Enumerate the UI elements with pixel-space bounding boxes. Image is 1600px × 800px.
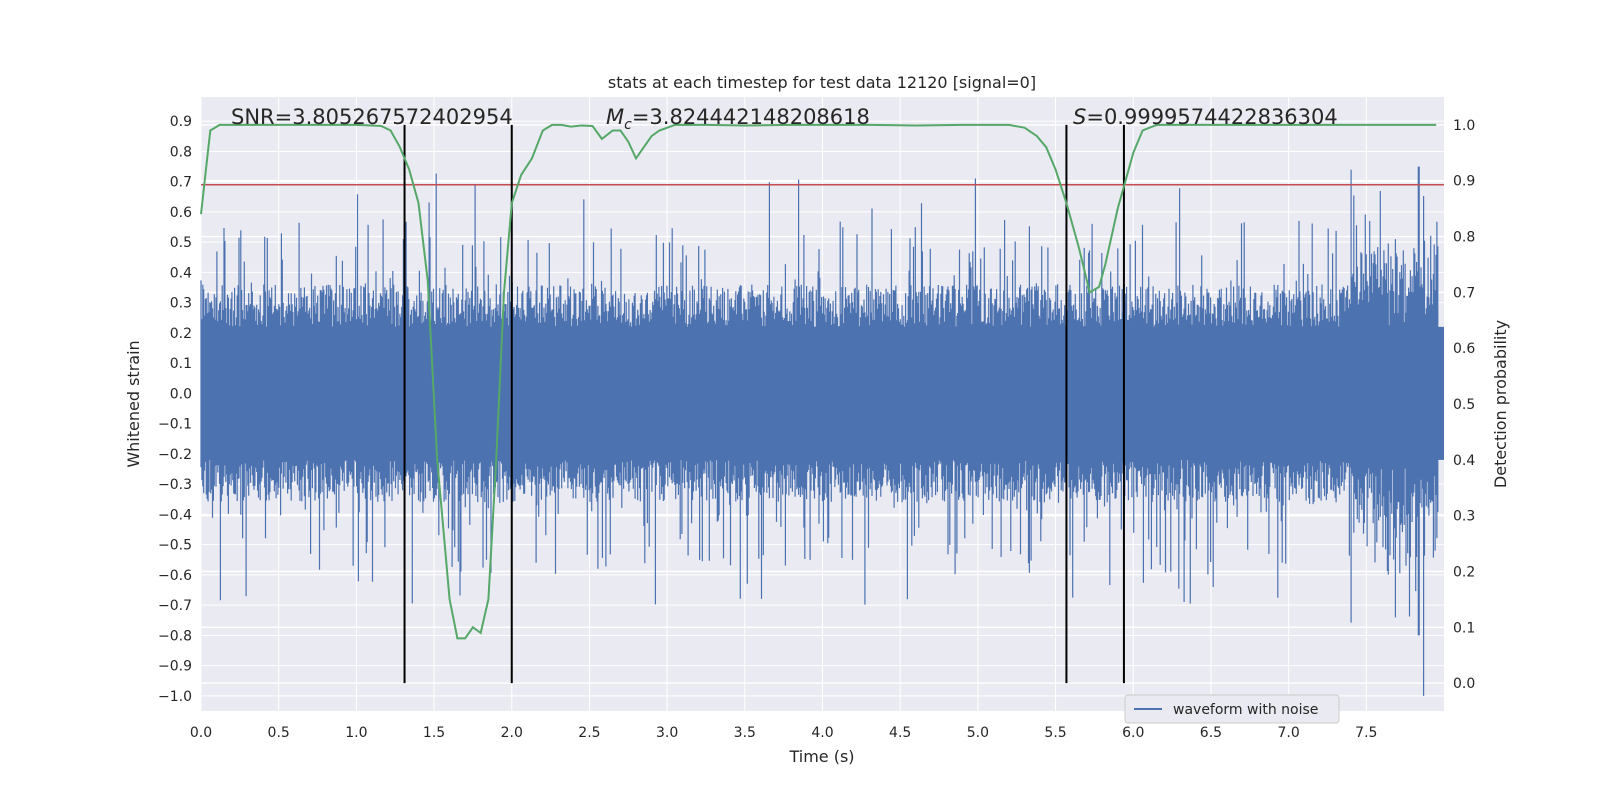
y-right-tick-label: 0.5 (1453, 397, 1475, 413)
y-tick-label: −0.4 (158, 507, 192, 523)
y-right-tick-label: 0.4 (1453, 453, 1475, 469)
y-tick-label: 0.8 (170, 144, 192, 160)
y-right-tick-label: 1.0 (1453, 118, 1475, 134)
y-tick-label: −0.7 (158, 598, 192, 614)
y-right-tick-label: 0.9 (1453, 174, 1475, 190)
x-tick-label: 3.5 (734, 725, 756, 741)
y-right-axis-label: Detection probability (1491, 320, 1510, 488)
chirp-mass-symbol: M (606, 105, 624, 129)
overlay-layer (200, 123, 1444, 684)
y-tick-label: 0.0 (170, 386, 192, 402)
y-tick-label: −0.5 (158, 538, 192, 554)
y-tick-labels: 0.9 0.8 0.7 0.6 0.5 0.4 0.3 0.2 0.1 0.0 −0.1 −0.2 −0… (158, 114, 192, 705)
y-tick-label: −0.2 (158, 447, 192, 463)
y-right-tick-label: 0.7 (1453, 285, 1475, 301)
x-tick-label: 1.5 (423, 725, 445, 741)
y-tick-label: 0.1 (170, 356, 192, 372)
y-axis-label: Whitened strain (124, 340, 143, 467)
y-tick-label: 0.2 (170, 326, 192, 342)
chart-title: stats at each timestep for test data 121… (608, 73, 1036, 92)
x-tick-label: 2.0 (501, 725, 523, 741)
strain-noise-core (201, 326, 1444, 460)
x-tick-label: 5.0 (967, 725, 989, 741)
y-right-tick-label: 0.0 (1453, 676, 1475, 692)
detection-score-symbol: S (1073, 105, 1086, 129)
chirp-mass-subscript: c (624, 117, 632, 133)
y-right-tick-label: 0.1 (1453, 620, 1475, 636)
snr-annotation: SNR=3.805267572402954 (231, 105, 513, 129)
y-tick-label: −0.1 (158, 417, 192, 433)
y-right-tick-labels: 1.0 0.9 0.8 0.7 0.6 0.5 0.4 0.3 0.2 0.1 0.0 (1453, 118, 1475, 692)
chirp-mass-value: =3.824442148208618 (632, 105, 870, 129)
detection-score-value: =0.9999574422836304 (1086, 105, 1337, 129)
y-tick-label: −0.6 (158, 568, 192, 584)
y-tick-label: 0.9 (170, 114, 192, 130)
x-tick-label: 3.0 (656, 725, 678, 741)
y-right-tick-label: 0.8 (1453, 230, 1475, 246)
chirp-mass-annotation: Mc=3.824442148208618 (606, 105, 870, 133)
x-tick-label: 7.0 (1277, 725, 1299, 741)
y-tick-label: 0.3 (170, 296, 192, 312)
y-tick-label: −0.9 (158, 659, 192, 675)
y-tick-label: −0.3 (158, 477, 192, 493)
x-tick-label: 6.5 (1200, 725, 1222, 741)
x-tick-label: 2.5 (578, 725, 600, 741)
x-tick-label: 7.5 (1355, 725, 1377, 741)
x-tick-label: 6.0 (1122, 725, 1144, 741)
y-right-tick-label: 0.2 (1453, 564, 1475, 580)
x-axis-label: Time (s) (788, 747, 854, 766)
x-tick-labels: 0.0 0.5 1.0 1.5 2.0 2.5 3.0 3.5 4.0 4.5 5.0 5.5 6.0 6… (190, 725, 1378, 741)
x-tick-label: 0.5 (268, 725, 290, 741)
legend-label: waveform with noise (1173, 702, 1318, 718)
detection-score-annotation: S=0.9999574422836304 (1073, 105, 1338, 129)
x-tick-label: 1.0 (345, 725, 367, 741)
y-tick-label: 0.5 (170, 235, 192, 251)
y-tick-label: −1.0 (158, 689, 192, 705)
y-right-tick-label: 0.3 (1453, 509, 1475, 525)
detection-probability-line (200, 123, 1437, 640)
y-tick-label: 0.4 (170, 265, 192, 281)
x-tick-label: 4.5 (889, 725, 911, 741)
y-right-tick-label: 0.6 (1453, 341, 1475, 357)
y-tick-label: 0.6 (170, 205, 192, 221)
y-tick-label: 0.7 (170, 175, 192, 191)
x-tick-label: 4.0 (811, 725, 833, 741)
y-tick-label: −0.8 (158, 628, 192, 644)
legend-box (1124, 694, 1340, 724)
legend: waveform with noise (1124, 694, 1340, 724)
x-tick-label: 0.0 (190, 725, 212, 741)
x-tick-label: 5.5 (1044, 725, 1066, 741)
strain-series (200, 166, 1444, 696)
